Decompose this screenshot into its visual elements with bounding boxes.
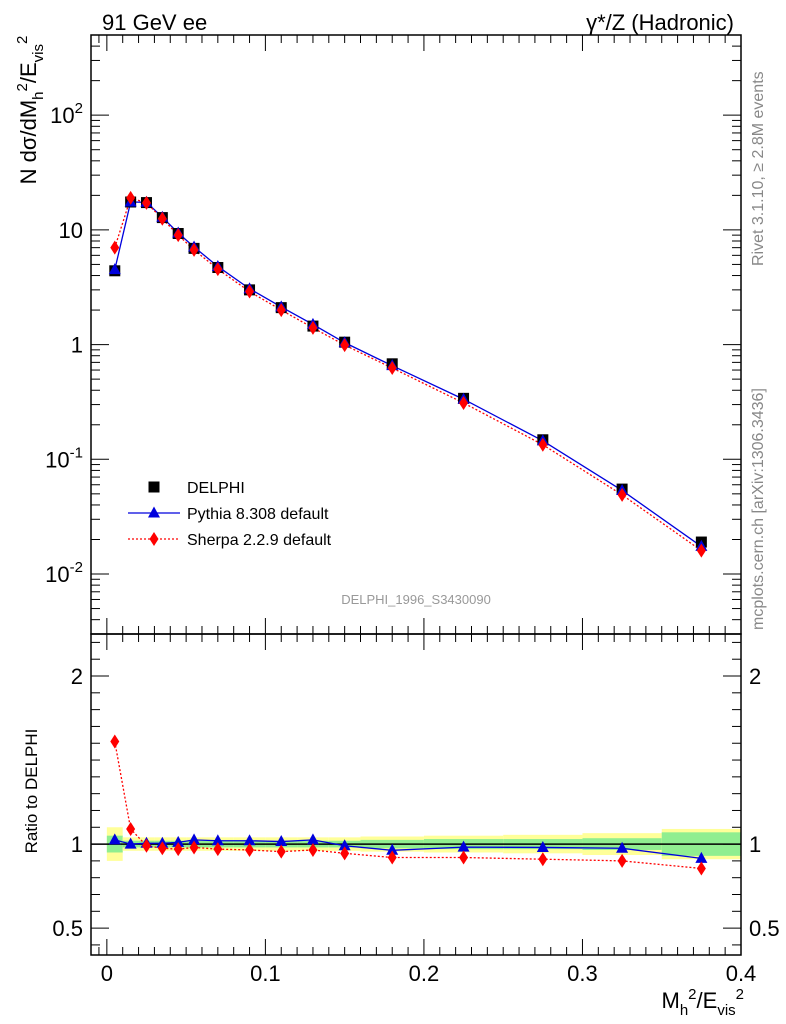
ratio-sherpa-2-2-9-default-point bbox=[538, 852, 548, 867]
main-panel: 10-2 10-1 1 10 102 bbox=[45, 34, 742, 635]
header-right-label: γ*/Z (Hadronic) bbox=[586, 10, 734, 35]
mcplots-reference-label: mcplots.cern.ch [arXiv:1306.3436] bbox=[750, 388, 767, 630]
ratio-sherpa-2-2-9-default-point bbox=[308, 842, 318, 857]
ratio-sherpa-2-2-9-default-point bbox=[340, 846, 350, 861]
ratio-y-tick-label: 0.5 bbox=[52, 916, 83, 941]
ratio-y-tick-label-right: 0.5 bbox=[749, 916, 780, 941]
legend-label-pythia-8-308-default: Pythia 8.308 default bbox=[187, 506, 329, 523]
ratio-pythia-8-308-default-point bbox=[695, 851, 708, 863]
ratio-pythia-8-308-default-point bbox=[457, 840, 470, 852]
ratio-sherpa-2-2-9-default-point bbox=[245, 842, 255, 857]
main-y-axis-title: N dσ/dMh2/Evis2 bbox=[14, 36, 47, 185]
legend-marker-pythia-8-308-default bbox=[148, 506, 160, 518]
x-tick-label: 0 bbox=[101, 961, 113, 986]
ratio-sherpa-2-2-9-default-point bbox=[173, 842, 183, 857]
ratio-pythia-8-308-default-point bbox=[386, 843, 399, 855]
sherpa-2-2-9-default-point bbox=[141, 195, 151, 210]
ratio-sherpa-2-2-9-default-point bbox=[387, 850, 397, 865]
main-y-tick-label: 10-2 bbox=[45, 559, 83, 587]
legend: DELPHI Pythia 8.308 default Sherpa 2.2.9 d… bbox=[128, 480, 332, 549]
ratio-pythia-8-308-default-point bbox=[306, 833, 319, 845]
sherpa-2-2-9-default-line bbox=[114, 197, 702, 552]
ratio-pythia-8-308-default-point bbox=[243, 834, 256, 846]
ratio-pythia-8-308-default-point bbox=[338, 839, 351, 851]
sherpa-2-2-9-default-point bbox=[245, 284, 255, 299]
x-axis-title: Mh2/Evis2 bbox=[662, 986, 745, 1019]
sherpa-2-2-9-default-point bbox=[189, 242, 199, 257]
ratio-sherpa-2-2-9-default-point bbox=[189, 840, 199, 855]
x-tick-label: 0.2 bbox=[409, 961, 440, 986]
ratio-sherpa-2-2-9-default-point bbox=[617, 853, 627, 868]
ratio-pythia-8-308-default-point bbox=[124, 837, 137, 849]
sherpa-2-2-9-default-point bbox=[173, 228, 183, 243]
ratio-pythia-8-308-default-point bbox=[211, 834, 224, 846]
ratio-pythia-8-308-default-point bbox=[275, 835, 288, 847]
sherpa-2-2-9-default-point bbox=[340, 338, 350, 353]
ratio-y-tick-label-right: 2 bbox=[749, 664, 761, 689]
sherpa-2-2-9-default-point bbox=[459, 395, 469, 410]
ratio-pythia-8-308-default-point bbox=[616, 841, 629, 853]
x-tick-label: 0.1 bbox=[250, 961, 281, 986]
main-y-tick-label: 1 bbox=[71, 333, 83, 358]
header-left-label: 91 GeV ee bbox=[102, 10, 207, 35]
sherpa-2-2-9-default-point bbox=[617, 487, 627, 502]
sherpa-2-2-9-default-point bbox=[308, 320, 318, 335]
ratio-y-tick-label-right: 1 bbox=[749, 832, 761, 857]
ratio-sherpa-2-2-9-default-point bbox=[213, 842, 223, 857]
sherpa-2-2-9-default-point bbox=[213, 262, 223, 277]
ratio-pythia-8-308-default-point bbox=[108, 833, 121, 845]
ratio-pythia-8-308-default-point bbox=[536, 840, 549, 852]
legend-marker-delphi bbox=[148, 481, 160, 493]
ratio-panel: 0.5 0.5 1 1 2 2 0 0.1 0.2 0.3 0.4 bbox=[52, 633, 780, 986]
legend-label-delphi: DELPHI bbox=[187, 480, 245, 497]
ratio-y-axis-title: Ratio to DELPHI bbox=[22, 729, 41, 854]
legend-marker-sherpa-2-2-9-default bbox=[149, 532, 159, 546]
sherpa-2-2-9-default-point bbox=[110, 240, 120, 255]
ratio-sherpa-2-2-9-default-point bbox=[141, 838, 151, 853]
ratio-y-tick-label: 2 bbox=[71, 664, 83, 689]
main-y-tick-label: 10 bbox=[59, 218, 83, 243]
main-y-tick-label: 10-1 bbox=[45, 444, 83, 472]
main-y-tick-label: 102 bbox=[50, 100, 83, 128]
sherpa-2-2-9-default-point bbox=[387, 361, 397, 376]
ratio-sherpa-2-2-9-default-point bbox=[696, 861, 706, 876]
ratio-plot-frame bbox=[90, 633, 742, 956]
pythia-8-308-default-line bbox=[114, 201, 702, 547]
ratio-sherpa-2-2-9-default-line bbox=[114, 741, 702, 870]
sherpa-2-2-9-default-point bbox=[696, 543, 706, 558]
x-tick-label: 0.4 bbox=[726, 961, 757, 986]
sherpa-2-2-9-default-point bbox=[276, 303, 286, 318]
ratio-sherpa-2-2-9-default-point bbox=[459, 850, 469, 865]
sherpa-2-2-9-default-point bbox=[538, 437, 548, 452]
analysis-watermark: DELPHI_1996_S3430090 bbox=[341, 592, 491, 607]
ratio-y-tick-label: 1 bbox=[71, 832, 83, 857]
ratio-pythia-8-308-default-point bbox=[188, 833, 201, 845]
ratio-pythia-8-308-default-line bbox=[114, 839, 702, 860]
rivet-version-label: Rivet 3.1.10, ≥ 2.8M events bbox=[750, 71, 767, 266]
ratio-sherpa-2-2-9-default-point bbox=[276, 844, 286, 859]
x-tick-label: 0.3 bbox=[567, 961, 598, 986]
ratio-sherpa-2-2-9-default-point bbox=[157, 841, 167, 856]
sherpa-2-2-9-default-point bbox=[157, 211, 167, 226]
ratio-sherpa-2-2-9-default-point bbox=[126, 821, 136, 836]
pythia-8-308-default-point bbox=[108, 263, 121, 275]
ratio-sherpa-2-2-9-default-point bbox=[110, 734, 120, 749]
legend-label-sherpa-2-2-9-default: Sherpa 2.2.9 default bbox=[187, 532, 332, 549]
sherpa-2-2-9-default-point bbox=[126, 190, 136, 205]
ratio-pythia-8-308-default-point bbox=[172, 835, 185, 847]
